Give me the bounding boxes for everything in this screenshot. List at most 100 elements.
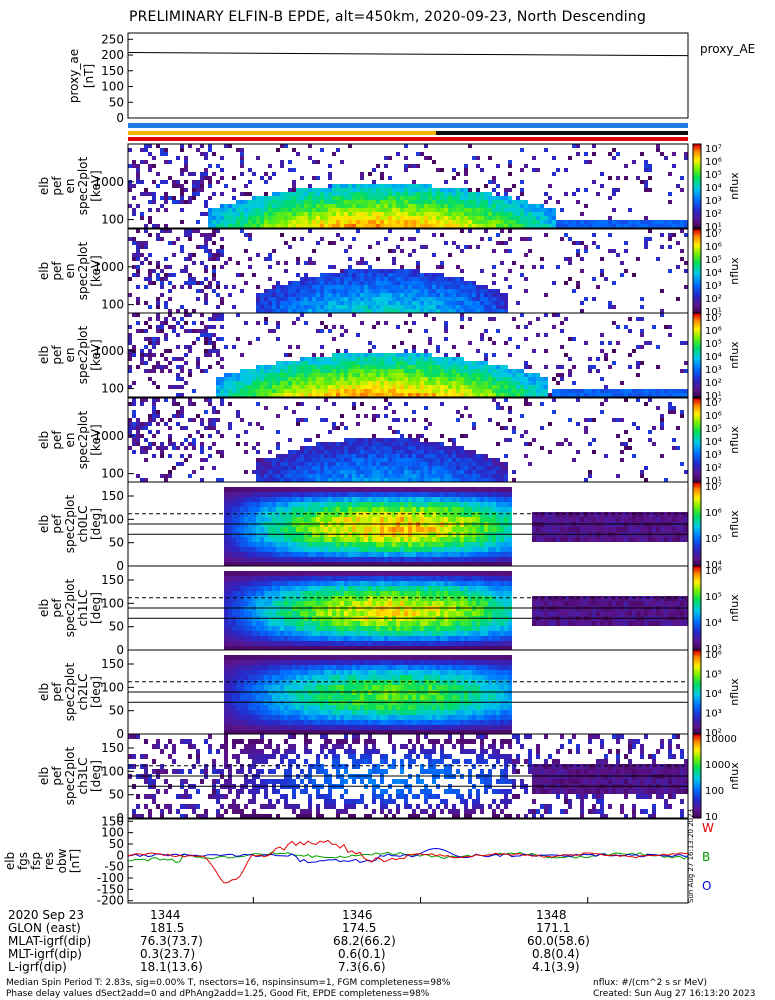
spectrogram-cell [356, 474, 360, 478]
spectrogram-cell [404, 442, 408, 446]
spectrogram-cell [492, 224, 496, 228]
spectrogram-cell [336, 208, 340, 212]
spectrogram-cell [160, 369, 164, 373]
spectrogram-cell [280, 204, 284, 208]
spectrogram-cell [368, 458, 372, 462]
spectrogram-cell [332, 277, 336, 281]
spectrogram-cell [348, 220, 352, 224]
spectrogram-cell [328, 478, 332, 482]
spectrogram-cell [488, 224, 492, 228]
spectrogram-cell [300, 216, 304, 220]
spectrogram-cell [360, 172, 364, 176]
spectrogram-cell [424, 301, 428, 305]
spectrogram-cell [388, 212, 392, 216]
spectrogram-cell [340, 446, 344, 450]
spectrogram-cell [208, 257, 212, 261]
spectrogram-cell [304, 357, 308, 361]
spectrogram-cell [244, 385, 248, 389]
spectrogram-cell [504, 301, 508, 305]
spectrogram-cell [372, 325, 376, 329]
spectrogram-cell [444, 325, 448, 329]
spectrogram-cell [268, 365, 272, 369]
spectrogram-cell [452, 470, 456, 474]
spectrogram-cell [148, 305, 152, 309]
spectrogram-cell [240, 557, 244, 562]
spectrogram-cell [384, 385, 388, 389]
spectrogram-cell [360, 438, 364, 442]
spectrogram-cell [348, 188, 352, 192]
spectrogram-cell [444, 365, 448, 369]
spectrogram-cell [284, 487, 288, 492]
spectrogram-cell [308, 156, 312, 160]
spectrogram-cell [440, 297, 444, 301]
spectrogram-cell [348, 257, 352, 261]
spectrogram-cell [660, 245, 664, 249]
spectrogram-cell [344, 527, 348, 532]
spectrogram-cell [384, 269, 388, 273]
spectrogram-cell [352, 393, 356, 397]
panel-ylabel: spec2plot [76, 325, 90, 384]
spectrogram-cell [188, 349, 192, 353]
spectrogram-cell [360, 184, 364, 188]
spectrogram-cell [196, 184, 200, 188]
spectrogram-cell [164, 365, 168, 369]
spectrogram-cell [536, 212, 540, 216]
spectrogram-cell [452, 442, 456, 446]
spectrogram-cell [328, 474, 332, 478]
spectrogram-cell [392, 200, 396, 204]
spectrogram-cell [636, 176, 640, 180]
spectrogram-cell [408, 289, 412, 293]
spectrogram-cell [128, 188, 132, 192]
spectrogram-cell [392, 373, 396, 377]
spectrogram-cell [444, 353, 448, 357]
spectrogram-cell [576, 200, 580, 204]
colorbar-segment [693, 313, 701, 316]
spectrogram-cell [420, 434, 424, 438]
spectrogram-cell [344, 442, 348, 446]
spectrogram-cell [464, 369, 468, 373]
spectrogram-cell [432, 474, 436, 478]
spectrogram-cell [388, 281, 392, 285]
spectrogram-cell [376, 289, 380, 293]
spectrogram-cell [280, 385, 284, 389]
spectrogram-cell [268, 176, 272, 180]
spectrogram-cell [160, 353, 164, 357]
spectrogram-cell [624, 249, 628, 253]
spectrogram-cell [548, 216, 552, 220]
colorbar-segment [693, 327, 701, 331]
spectrogram-cell [208, 180, 212, 184]
panel-ylabel: [keV] [89, 255, 103, 286]
spectrogram-cell [532, 156, 536, 160]
spectrogram-cell [364, 470, 368, 474]
spectrogram-cell [132, 426, 136, 430]
spectrogram-cell [384, 406, 388, 410]
spectrogram-cell [204, 325, 208, 329]
spectrogram-cell [340, 487, 344, 492]
spectrogram-cell [468, 289, 472, 293]
spectrogram-cell [308, 502, 312, 507]
spectrogram-cell [204, 233, 208, 237]
spectrogram-cell [632, 389, 636, 393]
spectrogram-cell [200, 281, 204, 285]
spectrogram-cell [508, 418, 512, 422]
spectrogram-cell [456, 462, 460, 466]
spectrogram-cell [284, 381, 288, 385]
spectrogram-cell [404, 393, 408, 397]
spectrogram-cell [156, 385, 160, 389]
spectrogram-cell [392, 305, 396, 309]
spectrogram-cell [336, 385, 340, 389]
spectrogram-cell [504, 398, 508, 402]
elb_pef_en_spec2plot_3-frame [127, 312, 689, 398]
spectrogram-cell [252, 196, 256, 200]
spectrogram-cell [248, 547, 252, 552]
spectrogram-cell [308, 385, 312, 389]
spectrogram-cell [576, 389, 580, 393]
spectrogram-cell [496, 289, 500, 293]
spectrogram-cell [564, 281, 568, 285]
panel-ylabel: spec2plot [76, 241, 90, 300]
spectrogram-cell [204, 204, 208, 208]
spectrogram-cell [344, 293, 348, 297]
spectrogram-cell [324, 216, 328, 220]
spectrogram-cell [152, 454, 156, 458]
